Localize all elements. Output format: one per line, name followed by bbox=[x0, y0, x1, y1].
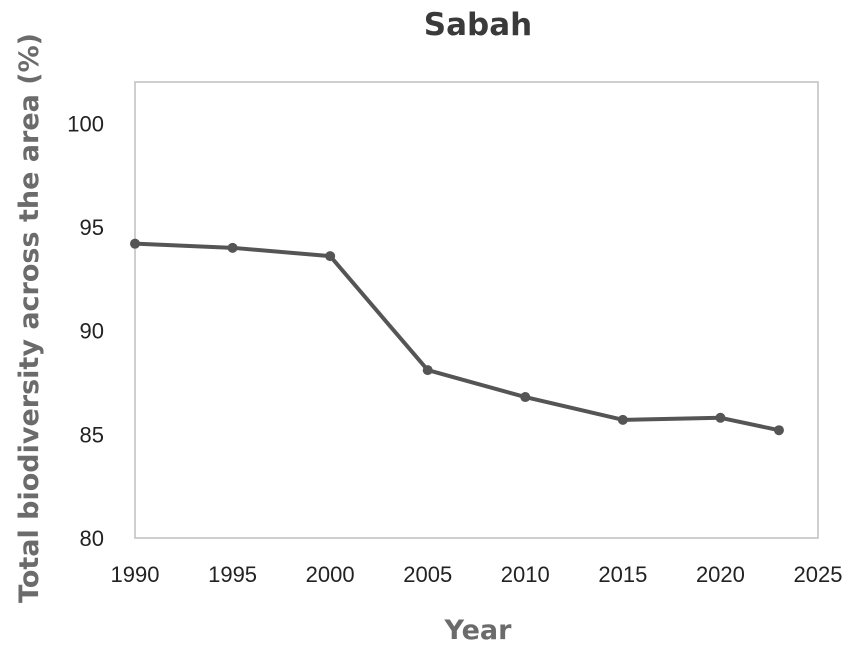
y-axis: 80 85 90 95 100 bbox=[67, 111, 104, 551]
data-point bbox=[227, 242, 238, 253]
data-point bbox=[617, 414, 628, 425]
series-line bbox=[133, 241, 781, 433]
data-point bbox=[715, 412, 726, 423]
data-point bbox=[325, 251, 336, 262]
x-axis: 1990 1995 2000 2005 2010 2015 2020 2025 bbox=[111, 562, 843, 587]
series-layer bbox=[130, 238, 784, 436]
data-point bbox=[520, 392, 531, 403]
x-tick-label: 2000 bbox=[306, 562, 355, 587]
y-tick-label: 85 bbox=[80, 422, 104, 447]
x-tick-label: 2020 bbox=[696, 562, 745, 587]
x-tick-label: 1990 bbox=[111, 562, 160, 587]
plot-area bbox=[134, 81, 819, 539]
x-axis-title: Year bbox=[444, 615, 513, 646]
y-tick-label: 90 bbox=[80, 319, 104, 344]
x-tick-label: 2005 bbox=[403, 562, 452, 587]
y-tick-label: 95 bbox=[80, 215, 104, 240]
y-axis-title: Total biodiversity across the area (%) bbox=[14, 33, 45, 603]
data-point bbox=[773, 425, 784, 436]
x-tick-label: 2010 bbox=[501, 562, 550, 587]
x-tick-label: 2025 bbox=[794, 562, 843, 587]
y-tick-label: 80 bbox=[80, 526, 104, 551]
data-point bbox=[422, 365, 433, 376]
data-point bbox=[130, 238, 140, 249]
x-tick-label: 2015 bbox=[598, 562, 647, 587]
chart-title: Sabah bbox=[424, 7, 532, 43]
x-tick-label: 1995 bbox=[208, 562, 257, 587]
y-tick-label: 100 bbox=[67, 111, 104, 136]
